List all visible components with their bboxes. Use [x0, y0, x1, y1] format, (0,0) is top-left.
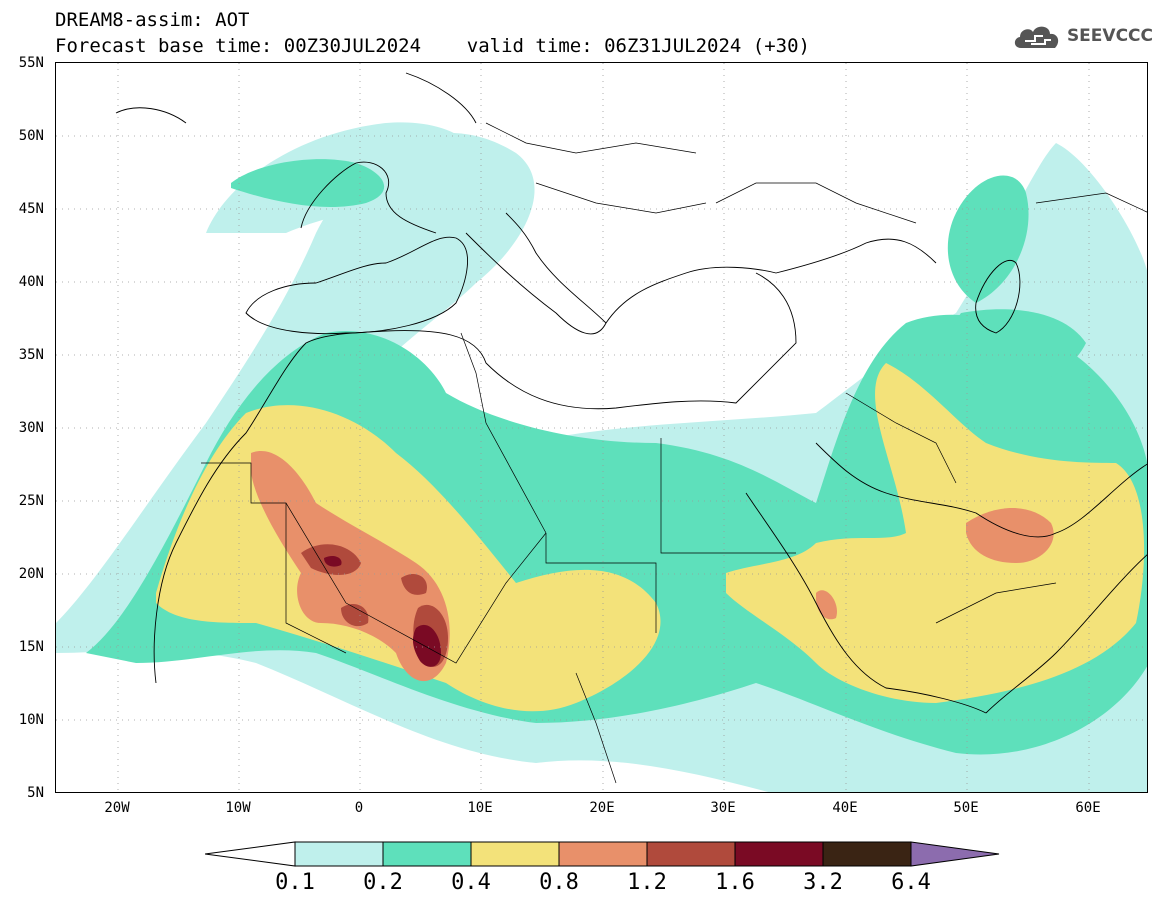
seevccc-logo: SEEVCCC [1011, 22, 1153, 50]
graticule-lines [56, 63, 1147, 792]
aot-field [56, 63, 1147, 792]
map-title: DREAM8-assim: AOT [55, 9, 250, 31]
lat-label-40n: 40N [18, 274, 44, 290]
aot-map [55, 62, 1148, 793]
cloud-icon [1014, 26, 1059, 48]
colorbar-label-1.6: 1.6 [715, 870, 755, 895]
forecast-time-line: Forecast base time: 00Z30JUL2024 valid t… [55, 35, 810, 57]
colorbar-bin-1.2 [646, 841, 736, 867]
colorbar-label-0.2: 0.2 [363, 870, 403, 895]
colorbar-bin-3.2 [822, 841, 912, 867]
colorbar-label-0.4: 0.4 [451, 870, 491, 895]
lat-label-30n: 30N [18, 420, 44, 436]
lat-label-55n: 55N [18, 55, 44, 71]
colorbar [205, 841, 1000, 867]
lat-label-15n: 15N [18, 639, 44, 655]
country-borders [201, 122, 1147, 784]
aot-layer-1.6 [324, 555, 441, 667]
lon-label-10e: 10E [467, 800, 493, 816]
lon-label-40e: 40E [832, 800, 858, 816]
colorbar-bin-0.8 [558, 841, 648, 867]
lat-label-25n: 25N [18, 493, 44, 509]
coastlines [115, 72, 1147, 714]
colorbar-bin-0.1 [294, 841, 384, 867]
lon-label-20w: 20W [104, 800, 130, 816]
colorbar-bin-0.2 [382, 841, 472, 867]
colorbar-label-0.8: 0.8 [539, 870, 579, 895]
colorbar-bin-1.6 [734, 841, 824, 867]
lon-label-20e: 20E [589, 800, 615, 816]
lat-label-10n: 10N [18, 712, 44, 728]
lat-label-20n: 20N [18, 566, 44, 582]
colorbar-label-1.2: 1.2 [627, 870, 667, 895]
lat-label-5n: 5N [27, 785, 44, 801]
colorbar-low-arrow [205, 841, 296, 867]
logo-text: SEEVCCC [1066, 26, 1153, 46]
colorbar-label-3.2: 3.2 [803, 870, 843, 895]
lat-label-50n: 50N [18, 128, 44, 144]
colorbar-bin-0.4 [470, 841, 560, 867]
lon-label-60e: 60E [1075, 800, 1101, 816]
lat-label-35n: 35N [18, 347, 44, 363]
colorbar-high-arrow [910, 841, 1000, 867]
lat-label-45n: 45N [18, 201, 44, 217]
lon-label-0: 0 [354, 800, 364, 816]
lon-label-10w: 10W [225, 800, 251, 816]
colorbar-label-6.4: 6.4 [891, 870, 931, 895]
lon-label-50e: 50E [953, 800, 979, 816]
colorbar-label-0.1: 0.1 [275, 870, 315, 895]
lon-label-30e: 30E [710, 800, 736, 816]
